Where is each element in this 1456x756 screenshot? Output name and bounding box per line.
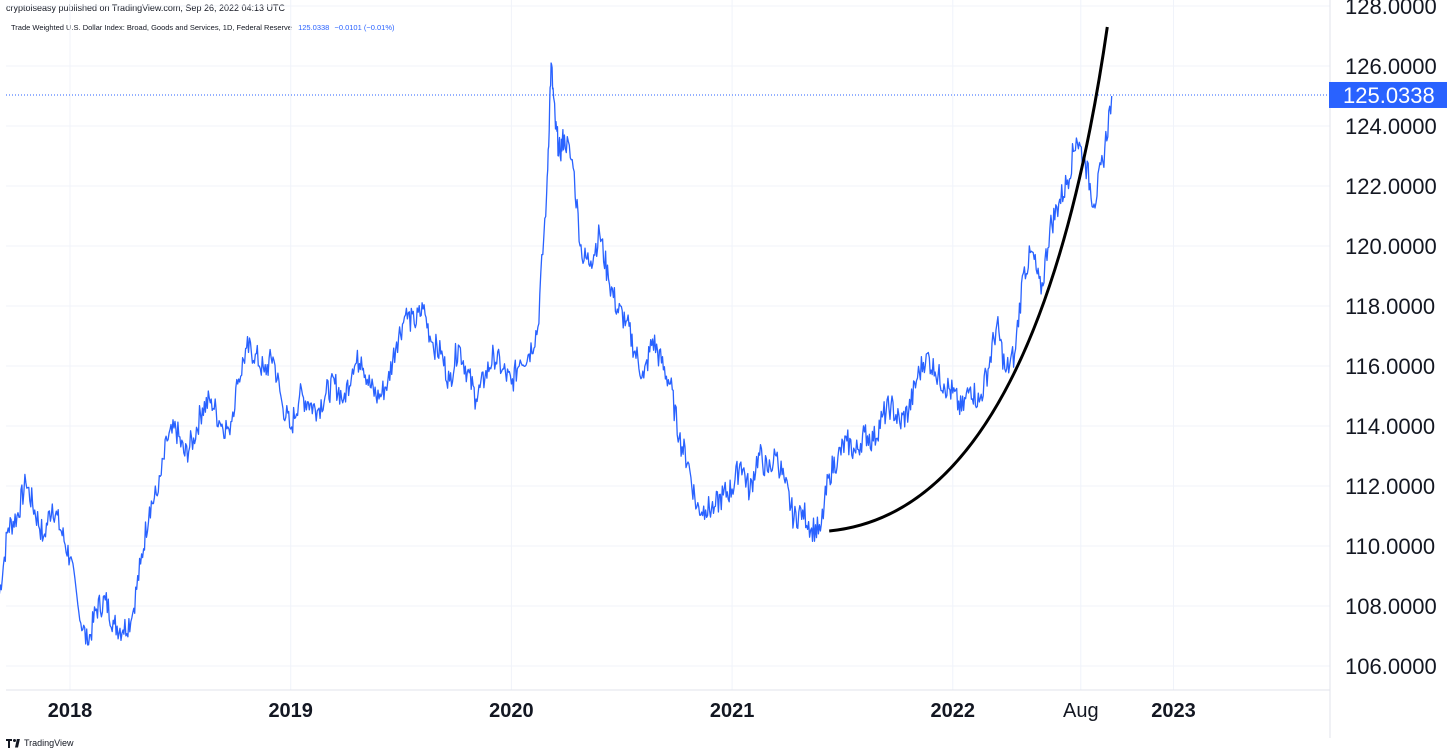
footer-brand-label: TradingView [24,738,74,748]
x-tick-label: 2020 [489,700,534,722]
y-tick-label: 126.0000 [1345,54,1437,79]
x-tick-label: 2023 [1151,700,1196,722]
trend-curve-layer: 125.0338 [829,26,1447,533]
y-tick-label: 128.0000 [1345,0,1437,19]
x-tick-label: Aug [1063,700,1099,722]
y-tick-label: 122.0000 [1345,174,1437,199]
last-price-label-box [1329,81,1447,108]
y-tick-label: 114.0000 [1345,414,1435,439]
symbol-name: Trade Weighted U.S. Dollar Index: Broad,… [11,23,292,32]
y-tick-label: 118.0000 [1345,294,1435,319]
x-tick-label: 2022 [931,700,976,722]
symbol-value: 125.0338 [298,23,330,32]
symbol-legend: Trade Weighted U.S. Dollar Index: Broad,… [11,23,395,32]
symbol-change: −0.0101 (−0.01%) [334,23,395,32]
price-chart[interactable]: 106.0000 108.0000 110.0000 112.0000 114.0000… [0,0,1456,738]
chart-grid [6,0,1330,690]
price-line [0,62,1113,646]
x-tick-label: 2019 [268,700,313,722]
y-tick-label: 112.0000 [1345,474,1435,499]
chart-axes: 106.0000 108.0000 110.0000 112.0000 114.0000… [6,0,1437,738]
trend-curve [829,26,1109,533]
y-tick-label: 108.0000 [1345,594,1437,619]
y-tick-label: 106.0000 [1345,654,1437,679]
y-tick-label: 110.0000 [1345,534,1435,559]
price-series [0,62,1113,646]
footer-brand: TradingView [6,738,74,748]
last-price-label: 125.0338 [1343,83,1435,108]
tradingview-logo-icon [6,738,20,748]
x-tick-label: 2021 [710,700,755,722]
published-caption: cryptoiseasy published on TradingView.co… [6,3,285,13]
y-tick-label: 124.0000 [1345,114,1437,139]
y-tick-label: 120.0000 [1345,234,1437,259]
y-tick-label: 116.0000 [1345,354,1435,379]
x-tick-label: 2018 [48,700,93,722]
